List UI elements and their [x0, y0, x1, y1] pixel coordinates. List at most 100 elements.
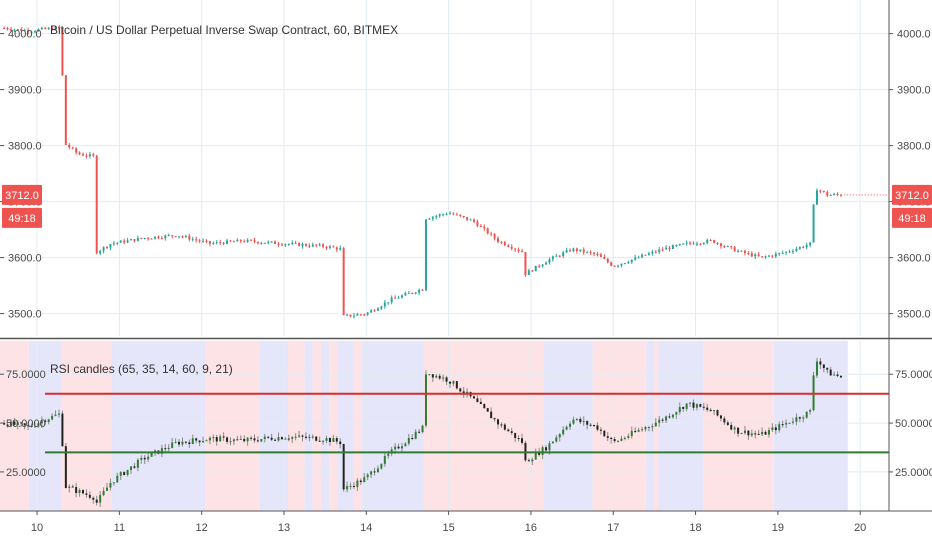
rsi-right-tick-label: 75.0000	[895, 369, 932, 381]
price-candle	[294, 242, 297, 244]
rsi-candle	[778, 424, 781, 431]
x-tick-label: 11	[114, 522, 125, 534]
price-candle	[383, 302, 386, 307]
price-candle	[774, 253, 777, 257]
rsi-candle	[133, 466, 136, 468]
price-left-tick-label: 3600.0	[8, 253, 42, 265]
rsi-candle	[171, 442, 174, 448]
rsi-candle	[47, 419, 50, 423]
rsi-candle	[44, 420, 47, 423]
rsi-candle	[3, 423, 6, 425]
rsi-candle	[215, 437, 218, 442]
price-candle	[400, 295, 403, 298]
rsi-candle	[514, 432, 517, 439]
rsi-candle	[737, 427, 740, 434]
price-candle	[359, 314, 362, 316]
rsi-candle	[356, 480, 359, 487]
rsi-candle	[678, 407, 681, 413]
price-candle	[719, 243, 722, 247]
rsi-candle	[596, 425, 599, 430]
rsi-candle	[37, 423, 40, 427]
price-candle	[154, 236, 157, 239]
price-candle	[167, 235, 170, 237]
rsi-candle	[304, 436, 307, 438]
rsi-candle	[9, 421, 12, 427]
rsi-candle	[202, 441, 205, 443]
rsi-candle	[665, 416, 668, 421]
price-candle	[126, 240, 129, 243]
price-candle	[733, 247, 736, 252]
price-candle	[304, 244, 307, 246]
price-candle	[455, 214, 458, 216]
rsi-candle	[208, 437, 211, 441]
rsi-candle	[75, 487, 78, 493]
price-candle	[274, 241, 277, 244]
rsi-candle	[644, 427, 647, 430]
price-candle	[435, 215, 438, 217]
price-candle	[836, 193, 839, 195]
rsi-candle	[582, 420, 585, 423]
price-candle	[665, 247, 668, 250]
rsi-candle	[476, 398, 479, 402]
rsi-candle	[373, 471, 376, 473]
price-candle	[356, 314, 359, 316]
rsi-candle	[126, 469, 129, 475]
price-candle	[462, 216, 465, 218]
rsi-candle	[280, 437, 283, 440]
rsi-candle	[284, 438, 287, 440]
rsi-candle	[452, 381, 455, 384]
price-candle	[208, 241, 211, 244]
price-candle	[747, 253, 750, 255]
rsi-candle	[404, 443, 407, 447]
rsi-candle	[623, 437, 626, 439]
price-candle	[555, 255, 558, 257]
price-candle	[562, 252, 565, 257]
rsi-candle	[641, 429, 644, 431]
rsi-candle	[195, 438, 198, 441]
rsi-candle	[51, 415, 54, 420]
rsi-candle	[226, 437, 229, 442]
price-candle	[599, 254, 602, 257]
rsi-candle	[243, 438, 246, 442]
price-candle	[370, 310, 373, 313]
rsi-candle	[685, 403, 688, 409]
price-candle	[785, 251, 788, 253]
rsi-candle	[143, 457, 146, 460]
rsi-candle	[20, 422, 23, 424]
rsi-candle	[352, 485, 355, 487]
price-candle	[620, 263, 623, 266]
price-candle	[253, 240, 256, 242]
price-candle	[71, 147, 74, 149]
x-tick-label: 13	[278, 522, 290, 534]
rsi-candle	[719, 415, 722, 419]
price-candle	[37, 29, 40, 32]
rsi-candle	[510, 431, 513, 433]
rsi-candle	[497, 419, 500, 425]
rsi-candle	[54, 414, 57, 416]
price-candle	[328, 246, 331, 248]
rsi-candle	[517, 438, 520, 440]
rsi-candle	[675, 412, 678, 415]
price-candle	[280, 244, 283, 246]
price-candle	[778, 252, 781, 254]
price-candle	[85, 155, 88, 157]
price-candle	[301, 244, 304, 247]
rsi-candle	[140, 457, 143, 460]
rsi-candle	[829, 369, 832, 376]
rsi-candle	[308, 436, 311, 438]
price-candle	[366, 312, 369, 315]
rsi-candle	[267, 436, 270, 438]
price-candle	[92, 154, 95, 156]
price-candle	[119, 240, 122, 243]
rsi-left-tick-label: 25.0000	[6, 467, 46, 479]
price-candle	[191, 239, 194, 241]
rsi-candle	[394, 446, 397, 450]
price-candle	[363, 314, 366, 316]
price-candle	[284, 244, 287, 246]
price-candle	[610, 262, 613, 266]
rsi-candle	[85, 493, 88, 495]
price-candle	[133, 239, 136, 242]
rsi-zone-pink	[592, 341, 647, 511]
rsi-candle	[565, 426, 568, 430]
